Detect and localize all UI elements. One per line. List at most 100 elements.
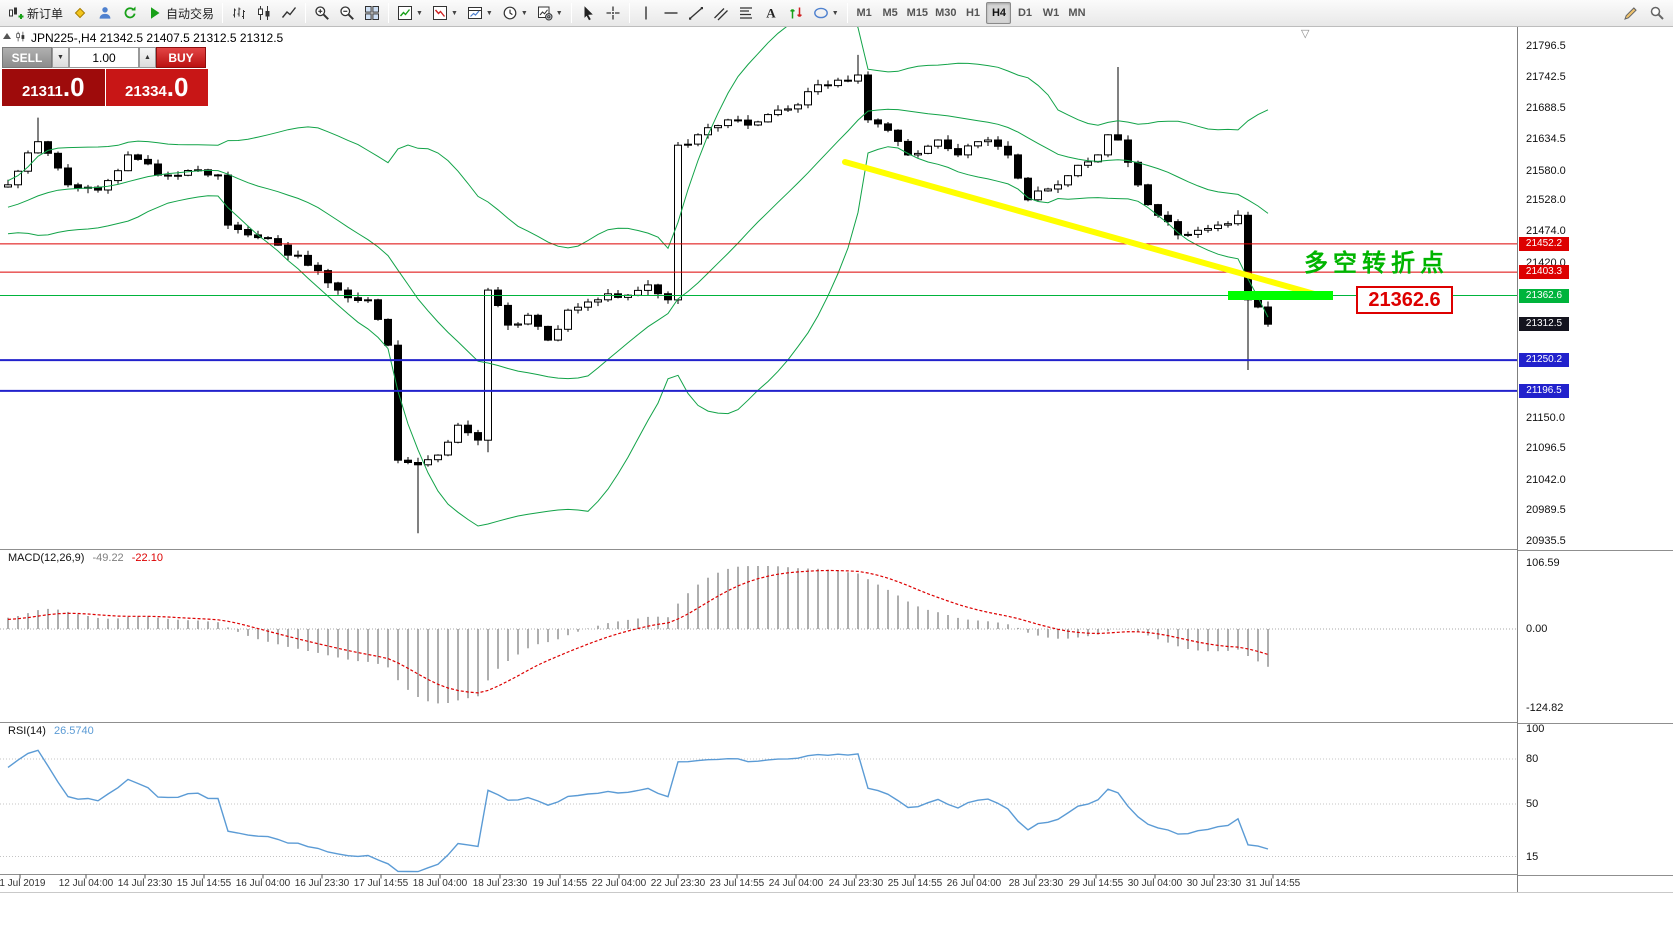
macd-layer — [0, 566, 1517, 704]
timeframe-d1-button[interactable]: D1 — [1017, 7, 1032, 19]
macd-scale-label: 0.00 — [1526, 623, 1548, 635]
time-axis-label: 22 Jul 23:30 — [650, 878, 706, 889]
toolbar-separator — [628, 3, 630, 23]
edit-button[interactable] — [1619, 2, 1643, 24]
time-axis-label: 18 Jul 23:30 — [472, 878, 528, 889]
periods-button[interactable]: ▼ — [498, 2, 532, 24]
candles-icon — [256, 5, 272, 21]
indicators-button[interactable]: ▼ — [393, 2, 427, 24]
market-watch-button[interactable] — [93, 2, 117, 24]
axis-separator — [1518, 549, 1673, 551]
panel-separators — [0, 549, 1517, 879]
vertical-line-button[interactable] — [634, 2, 658, 24]
toolbar: 新订单 自动交易 ▼ ▼ ▼ ▼ ▼ A ▼ M1 M5 M15 M30 H1 H4 D1 W1 MN — [0, 0, 1673, 27]
new-order-button[interactable]: 新订单 — [4, 2, 67, 24]
chart-objects-layer[interactable] — [0, 159, 1517, 392]
refresh-icon — [122, 5, 138, 21]
profile-button[interactable] — [68, 2, 92, 24]
rsi-name: RSI(14) — [8, 725, 46, 737]
cursor-button[interactable] — [576, 2, 600, 24]
time-axis-label: 15 Jul 14:55 — [176, 878, 232, 889]
price-scale-label: 21580.0 — [1526, 164, 1566, 177]
time-axis-label: 25 Jul 14:55 — [887, 878, 943, 889]
time-axis-label: 19 Jul 14:55 — [532, 878, 588, 889]
indicator-windows-button[interactable]: ▼ — [428, 2, 462, 24]
arrow-objects-button[interactable] — [784, 2, 808, 24]
rsi-scale-label: 100 — [1526, 723, 1545, 735]
buy-button[interactable]: BUY — [156, 47, 206, 68]
price-axis[interactable]: 21796.5 21742.5 21688.5 21634.5 21580.0 21528… — [1517, 26, 1673, 892]
templates-button[interactable]: ▼ — [463, 2, 497, 24]
timeframe-m30-button[interactable]: M30 — [935, 7, 957, 19]
chart-title: JPN225-,H4 21342.5 21407.5 21312.5 21312… — [15, 31, 283, 45]
trendline-button[interactable] — [684, 2, 708, 24]
fibonacci-retracement-button[interactable] — [734, 2, 758, 24]
find-button[interactable] — [1645, 2, 1669, 24]
toolbar-right-group — [1619, 2, 1669, 24]
refresh-button[interactable] — [118, 2, 142, 24]
timeframe-w1-button[interactable]: W1 — [1042, 7, 1060, 19]
price-tag: 21196.5 — [1519, 383, 1569, 398]
annotation-price-box[interactable]: 21362.6 — [1356, 286, 1453, 314]
volume-increase-button[interactable]: ▲ — [139, 47, 156, 68]
price-tag: 21403.3 — [1519, 265, 1569, 280]
chart-up-icon — [397, 5, 413, 21]
axis-separator — [1518, 722, 1673, 724]
chart-settings-button[interactable]: ▼ — [533, 2, 567, 24]
chart-symbol-icon — [15, 31, 26, 45]
macd-value: -49.22 — [92, 552, 124, 564]
annotation-text[interactable]: 多空转折点 — [1304, 250, 1449, 277]
toolbar-separator — [846, 3, 848, 23]
dropdown-arrow-icon: ▼ — [450, 9, 458, 17]
crosshair-button[interactable] — [601, 2, 625, 24]
buy-price-pips: .0 — [166, 72, 189, 102]
horizontal-line-button[interactable] — [659, 2, 683, 24]
timeframe-mn-button[interactable]: MN — [1068, 7, 1086, 19]
toolbar-separator — [388, 3, 390, 23]
toolbar-separator — [222, 3, 224, 23]
dropdown-arrow-icon: ▼ — [831, 9, 839, 17]
tile-windows-button[interactable] — [360, 2, 384, 24]
time-axis-label: 14 Jul 23:30 — [117, 878, 173, 889]
sell-button[interactable]: SELL — [2, 47, 52, 68]
auto-trading-button[interactable]: 自动交易 — [143, 2, 218, 24]
fibo-icon — [738, 5, 754, 21]
macd-label: MACD(12,26,9) -49.22 -22.10 — [8, 552, 163, 564]
tile-icon — [364, 5, 380, 21]
volume-input[interactable] — [69, 47, 139, 68]
text-label-button[interactable]: A — [759, 2, 783, 24]
timeframe-m5-button[interactable]: M5 — [882, 7, 898, 19]
price-scale-label: 21474.0 — [1526, 225, 1566, 238]
candlestick-chart-button[interactable] — [252, 2, 276, 24]
one-click-toggle-icon[interactable] — [3, 33, 11, 39]
time-axis-label: 22 Jul 04:00 — [591, 878, 647, 889]
buy-price[interactable]: 21334 .0 — [105, 69, 208, 106]
line-icon — [281, 5, 297, 21]
auto-trading-label: 自动交易 — [166, 6, 215, 21]
price-scale-label: 21796.5 — [1526, 40, 1566, 52]
equidistant-channel-button[interactable] — [709, 2, 733, 24]
timeframe-m1-button[interactable]: M1 — [856, 7, 872, 19]
shapes-button[interactable]: ▼ — [809, 2, 843, 24]
chart-canvas[interactable] — [0, 26, 1517, 890]
bar-chart-button[interactable] — [227, 2, 251, 24]
price-scale-label: 21042.0 — [1526, 473, 1566, 486]
time-axis-label: 26 Jul 04:00 — [946, 878, 1002, 889]
diamond-icon — [72, 5, 88, 21]
timeframe-h4-button[interactable]: H4 — [986, 2, 1012, 24]
dropdown-arrow-icon: ▼ — [416, 9, 423, 17]
timeframe-m15-button[interactable]: M15 — [906, 7, 929, 19]
volume-decrease-button[interactable]: ▼ — [52, 47, 69, 68]
timeframe-h1-button[interactable]: H1 — [965, 7, 980, 19]
line-chart-button[interactable] — [277, 2, 301, 24]
zoom-out-button[interactable] — [335, 2, 359, 24]
zoom-in-button[interactable] — [310, 2, 334, 24]
axis-separator — [1518, 874, 1673, 876]
user-icon — [97, 5, 113, 21]
chart-plus-icon — [8, 5, 24, 21]
time-axis-label: 11 Jul 2019 — [0, 878, 46, 889]
chart-shift-marker[interactable]: ▽ — [1301, 28, 1310, 40]
time-axis-label: 12 Jul 04:00 — [58, 878, 114, 889]
sell-price[interactable]: 21311 .0 — [2, 69, 105, 106]
